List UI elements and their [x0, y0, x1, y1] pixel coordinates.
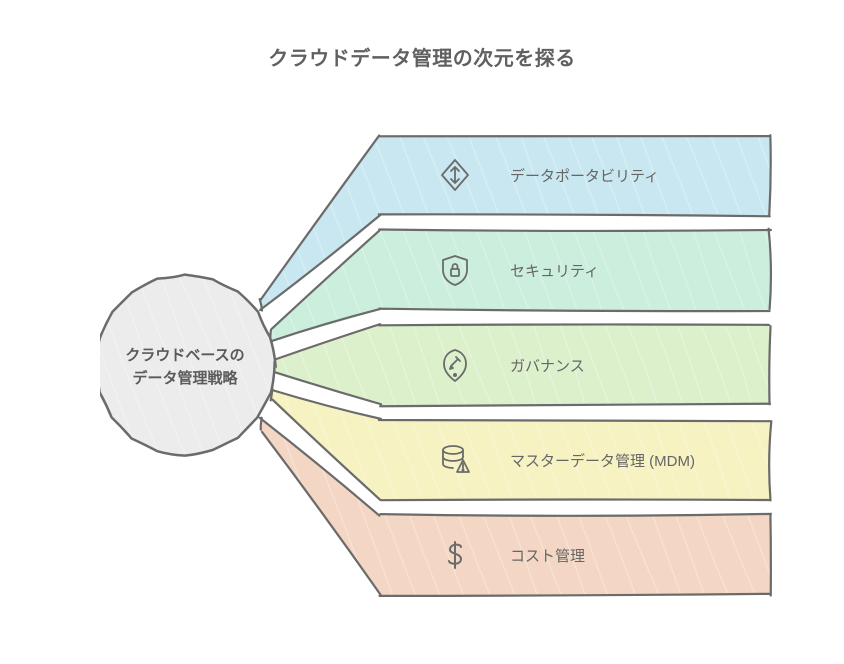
security-icon	[437, 252, 473, 288]
portability-icon	[437, 157, 473, 193]
diagram-title: クラウドデータ管理の次元を探る	[0, 42, 844, 71]
branch-label-4: コスト管理	[510, 545, 585, 566]
hub-label: クラウドベースの データ管理戦略	[95, 345, 275, 390]
branch-label-1: セキュリティ	[510, 260, 599, 281]
diagram-canvas: クラウドベースの データ管理戦略 データポータビリティ セキュリティ ガバナンス…	[100, 115, 800, 615]
branch-label-2: ガバナンス	[510, 355, 585, 376]
hub-label-line2: データ管理戦略	[132, 370, 237, 387]
governance-icon	[437, 347, 473, 383]
branch-label-3: マスターデータ管理 (MDM)	[510, 450, 695, 471]
branch-label-0: データポータビリティ	[510, 165, 659, 186]
mdm-icon	[437, 442, 473, 478]
cost-icon	[437, 537, 473, 573]
hub-label-line1: クラウドベースの	[125, 347, 244, 364]
